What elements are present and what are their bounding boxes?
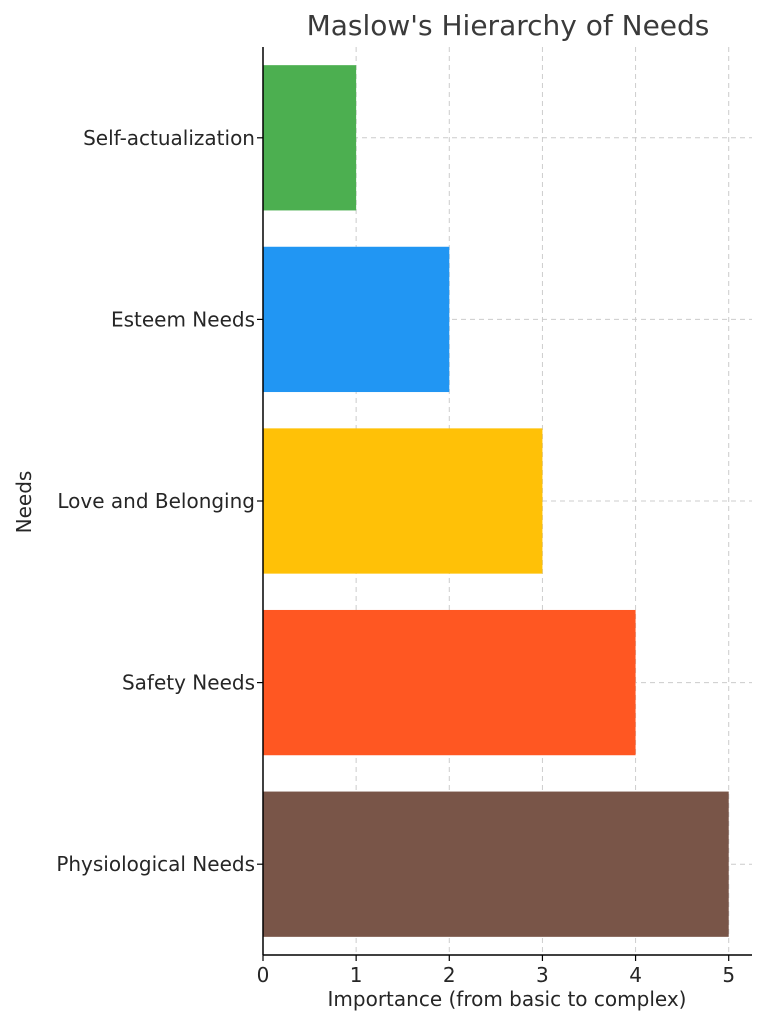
x-tick-label-1: 1 [350,963,363,987]
y-tick-label-0: Physiological Needs [56,852,255,876]
x-tick-label-3: 3 [536,963,549,987]
labels-layer: 0 1 2 3 4 5 Physiological Needs Safety Needs Lov… [56,126,735,987]
bar-3 [263,246,450,393]
y-tick-label-1: Safety Needs [122,671,255,695]
chart-title: Maslow's Hierarchy of Needs [307,9,710,42]
bars-layer [263,65,729,937]
y-axis-label: Needs [12,471,36,534]
bar-0 [263,791,729,937]
bar-4 [263,65,357,211]
x-tick-label-4: 4 [629,963,642,987]
y-tick-label-4: Self-actualization [83,126,255,150]
x-tick-label-0: 0 [257,963,270,987]
x-tick-label-5: 5 [722,963,735,987]
y-tick-label-3: Esteem Needs [111,307,255,331]
axes-layer [257,47,752,961]
bar-1 [263,609,636,756]
x-axis-label: Importance (from basic to complex) [328,987,687,1011]
x-tick-label-2: 2 [443,963,456,987]
bar-2 [263,428,543,574]
y-tick-label-2: Love and Belonging [57,489,255,513]
